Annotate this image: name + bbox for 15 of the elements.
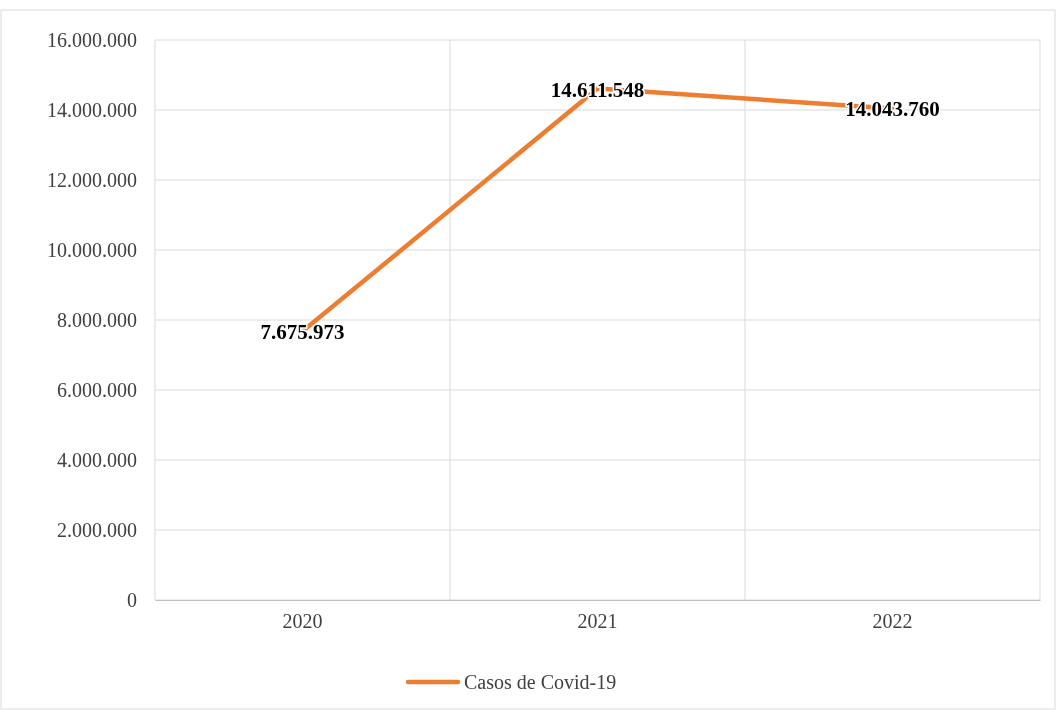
legend-label: Casos de Covid-19: [464, 671, 617, 693]
y-tick-label: 10.000.000: [47, 238, 137, 261]
y-tick-label: 2.000.000: [57, 518, 137, 541]
y-tick-label: 12.000.000: [47, 168, 137, 191]
data-label: 14.043.760: [845, 97, 940, 122]
x-tick-label: 2020: [282, 610, 323, 633]
y-tick-label: 14.000.000: [47, 98, 137, 121]
x-tick-label: 2022: [872, 610, 913, 633]
y-tick-label: 6.000.000: [57, 378, 137, 401]
y-tick-label: 8.000.000: [57, 308, 137, 331]
y-tick-label: 4.000.000: [57, 448, 137, 471]
x-tick-label: 2021: [577, 610, 618, 633]
y-tick-label: 0: [127, 588, 137, 611]
data-label: 7.675.973: [260, 320, 345, 345]
y-tick-label: 16.000.000: [47, 28, 137, 51]
